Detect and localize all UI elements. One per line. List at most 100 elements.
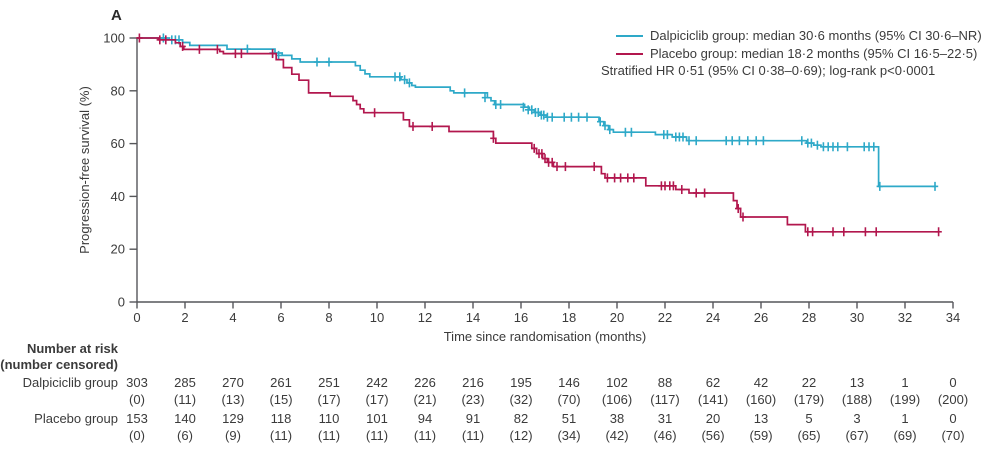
at-risk-count: 101	[366, 411, 388, 426]
y-axis-title: Progression-free survival (%)	[77, 86, 92, 254]
x-tick-label: 12	[418, 310, 432, 325]
at-risk-count: 5	[805, 411, 813, 426]
at-risk-count: 94	[417, 411, 433, 426]
censored-count: (34)	[557, 428, 581, 443]
censored-count: (141)	[697, 392, 729, 407]
censored-count: (12)	[509, 428, 533, 443]
censored-count: (11)	[269, 428, 293, 443]
y-tick-label: 20	[111, 242, 125, 257]
x-tick-label: 10	[370, 310, 384, 325]
legend-hr-note: Stratified HR 0·51 (95% CI 0·38–0·69); l…	[601, 63, 936, 78]
placebo-censor-marks	[136, 33, 942, 237]
at-risk-count: 216	[462, 375, 484, 390]
censored-count: (188)	[841, 392, 873, 407]
x-tick-label: 28	[802, 310, 816, 325]
at-risk-count: 195	[510, 375, 532, 390]
at-risk-count: 140	[174, 411, 196, 426]
at-risk-count: 102	[606, 375, 628, 390]
at-risk-count: 3	[853, 411, 861, 426]
x-tick-label: 22	[658, 310, 672, 325]
censored-count: (56)	[701, 428, 725, 443]
dalpiciclib-censor-marks	[160, 33, 939, 191]
at-risk-count: 88	[657, 375, 673, 390]
x-tick-label: 34	[946, 310, 960, 325]
legend-label-placebo: Placebo group: median 18·2 months (95% C…	[650, 45, 978, 61]
censored-count: (42)	[605, 428, 629, 443]
at-risk-count: 0	[949, 411, 957, 426]
x-tick-label: 14	[466, 310, 480, 325]
x-tick-label: 18	[562, 310, 576, 325]
at-risk-count: 13	[753, 411, 769, 426]
risk-row-label-dalpiciclib: Dalpiciclib group	[22, 375, 118, 390]
censored-count: (160)	[745, 392, 777, 407]
censored-count: (69)	[893, 428, 917, 443]
censored-count: (70)	[557, 392, 581, 407]
y-tick-label: 100	[103, 31, 125, 46]
at-risk-count: 20	[705, 411, 721, 426]
censored-count: (17)	[365, 392, 389, 407]
at-risk-count: 285	[174, 375, 196, 390]
censored-count: (70)	[941, 428, 965, 443]
at-risk-count: 22	[801, 375, 817, 390]
censored-count: (199)	[889, 392, 921, 407]
x-tick-label: 26	[754, 310, 768, 325]
x-tick-label: 6	[277, 310, 284, 325]
censored-count: (32)	[509, 392, 533, 407]
risk-table-subheader: (number censored)	[0, 357, 118, 372]
at-risk-count: 31	[657, 411, 673, 426]
x-tick-label: 2	[181, 310, 188, 325]
censored-count: (11)	[173, 392, 197, 407]
censored-count: (59)	[749, 428, 773, 443]
at-risk-count: 226	[414, 375, 436, 390]
at-risk-count: 303	[126, 375, 148, 390]
censored-count: (9)	[225, 428, 241, 443]
censored-count: (117)	[650, 392, 680, 407]
at-risk-count: 153	[126, 411, 148, 426]
x-tick-label: 8	[325, 310, 332, 325]
censored-count: (11)	[365, 428, 389, 443]
at-risk-count: 110	[318, 411, 340, 426]
x-axis-title: Time since randomisation (months)	[443, 329, 647, 344]
censored-count: (200)	[937, 392, 969, 407]
y-tick-label: 40	[111, 189, 125, 204]
at-risk-count: 261	[270, 375, 292, 390]
at-risk-count: 146	[558, 375, 580, 390]
x-tick-label: 16	[514, 310, 528, 325]
at-risk-count: 1	[901, 375, 909, 390]
x-tick-label: 30	[850, 310, 864, 325]
panel-label: A	[111, 7, 122, 24]
censored-count: (0)	[129, 392, 145, 407]
legend-item-dalpiciclib: Dalpiciclib group: median 30·6 months (9…	[601, 27, 982, 45]
at-risk-count: 82	[513, 411, 529, 426]
x-tick-label: 0	[133, 310, 140, 325]
at-risk-count: 270	[222, 375, 244, 390]
censored-count: (6)	[177, 428, 193, 443]
at-risk-count: 62	[705, 375, 721, 390]
at-risk-count: 91	[465, 411, 481, 426]
x-tick-label: 20	[610, 310, 624, 325]
censored-count: (13)	[221, 392, 245, 407]
placebo-line-swatch-icon	[616, 52, 643, 55]
censored-count: (11)	[413, 428, 437, 443]
at-risk-count: 118	[270, 411, 292, 426]
legend: Dalpiciclib group: median 30·6 months (9…	[601, 27, 982, 80]
legend-label-dalpiciclib: Dalpiciclib group: median 30·6 months (9…	[650, 28, 982, 43]
at-risk-count: 38	[609, 411, 625, 426]
censored-count: (67)	[845, 428, 869, 443]
censored-count: (11)	[461, 428, 485, 443]
at-risk-count: 129	[222, 411, 244, 426]
x-tick-label: 32	[898, 310, 912, 325]
dalpiciclib-line-swatch-icon	[616, 35, 643, 37]
censored-count: (106)	[601, 392, 633, 407]
at-risk-count: 1	[901, 411, 909, 426]
x-tick-label: 4	[229, 310, 236, 325]
censored-count: (46)	[653, 428, 677, 443]
censored-count: (21)	[413, 392, 437, 407]
censored-count: (0)	[129, 428, 145, 443]
at-risk-count: 51	[561, 411, 577, 426]
x-tick-label: 24	[706, 310, 720, 325]
at-risk-count: 251	[318, 375, 340, 390]
